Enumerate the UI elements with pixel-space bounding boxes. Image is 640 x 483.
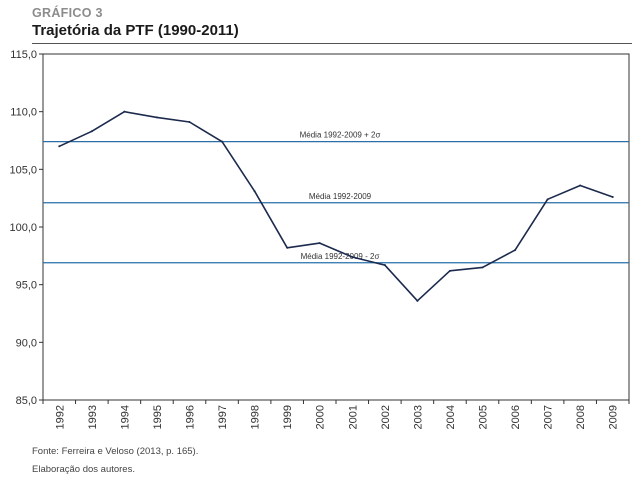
chart-label: GRÁFICO 3 bbox=[32, 6, 103, 20]
series-line bbox=[58, 110, 613, 302]
plot-frame bbox=[42, 53, 630, 401]
x-tick-label: 1994 bbox=[119, 405, 131, 429]
credit-note: Elaboração dos autores. bbox=[32, 464, 135, 475]
data-point bbox=[253, 190, 256, 193]
data-point bbox=[123, 110, 126, 113]
data-point bbox=[579, 184, 582, 187]
x-tick-label: 2006 bbox=[510, 405, 522, 429]
data-point bbox=[481, 266, 484, 269]
data-point bbox=[155, 116, 158, 119]
data-point bbox=[286, 246, 289, 249]
y-tick-label: 90,0 bbox=[16, 337, 37, 349]
data-point bbox=[188, 121, 191, 124]
chart-title: Trajetória da PTF (1990-2011) bbox=[32, 22, 239, 39]
data-point bbox=[221, 140, 224, 143]
y-tick-label: 115,0 bbox=[10, 49, 37, 61]
x-tick-label: 2000 bbox=[315, 405, 327, 429]
data-point bbox=[448, 269, 451, 272]
y-tick-label: 95,0 bbox=[16, 280, 37, 292]
x-tick-label: 2003 bbox=[412, 405, 424, 429]
x-tick-label: 1993 bbox=[87, 405, 99, 429]
y-tick-label: 100,0 bbox=[9, 222, 37, 234]
data-point bbox=[514, 249, 517, 252]
x-tick-label: 1999 bbox=[282, 405, 294, 429]
data-point bbox=[90, 130, 93, 133]
x-tick-label: 1995 bbox=[152, 405, 164, 429]
x-tick-label: 2008 bbox=[575, 405, 587, 429]
y-tick-label: 85,0 bbox=[16, 395, 37, 407]
data-point bbox=[416, 299, 419, 302]
data-point bbox=[351, 255, 354, 258]
header-divider bbox=[32, 43, 632, 44]
x-tick-label: 2005 bbox=[478, 405, 490, 429]
x-tick-label: 1998 bbox=[250, 405, 262, 429]
data-point bbox=[383, 264, 386, 267]
data-point bbox=[611, 196, 614, 199]
source-note: Fonte: Ferreira e Veloso (2013, p. 165). bbox=[32, 446, 199, 457]
data-point bbox=[58, 145, 61, 148]
reference-line-label: Média 1992-2009 - 2σ bbox=[301, 252, 380, 261]
x-tick-label: 1997 bbox=[217, 405, 229, 429]
reference-line-label: Média 1992-2009 bbox=[309, 192, 372, 201]
data-point bbox=[546, 198, 549, 201]
y-tick-label: 105,0 bbox=[9, 164, 37, 176]
x-tick-label: 2009 bbox=[608, 405, 620, 429]
reference-line-label: Média 1992-2009 + 2σ bbox=[300, 131, 381, 140]
y-tick-label: 110,0 bbox=[10, 107, 37, 119]
x-tick-label: 1996 bbox=[185, 405, 197, 429]
x-tick-label: 2001 bbox=[347, 405, 359, 429]
data-point bbox=[318, 242, 321, 245]
x-tick-label: 2002 bbox=[380, 405, 392, 429]
x-tick-label: 2007 bbox=[543, 405, 555, 429]
x-tick-label: 2004 bbox=[445, 405, 457, 429]
x-tick-label: 1992 bbox=[54, 405, 66, 429]
